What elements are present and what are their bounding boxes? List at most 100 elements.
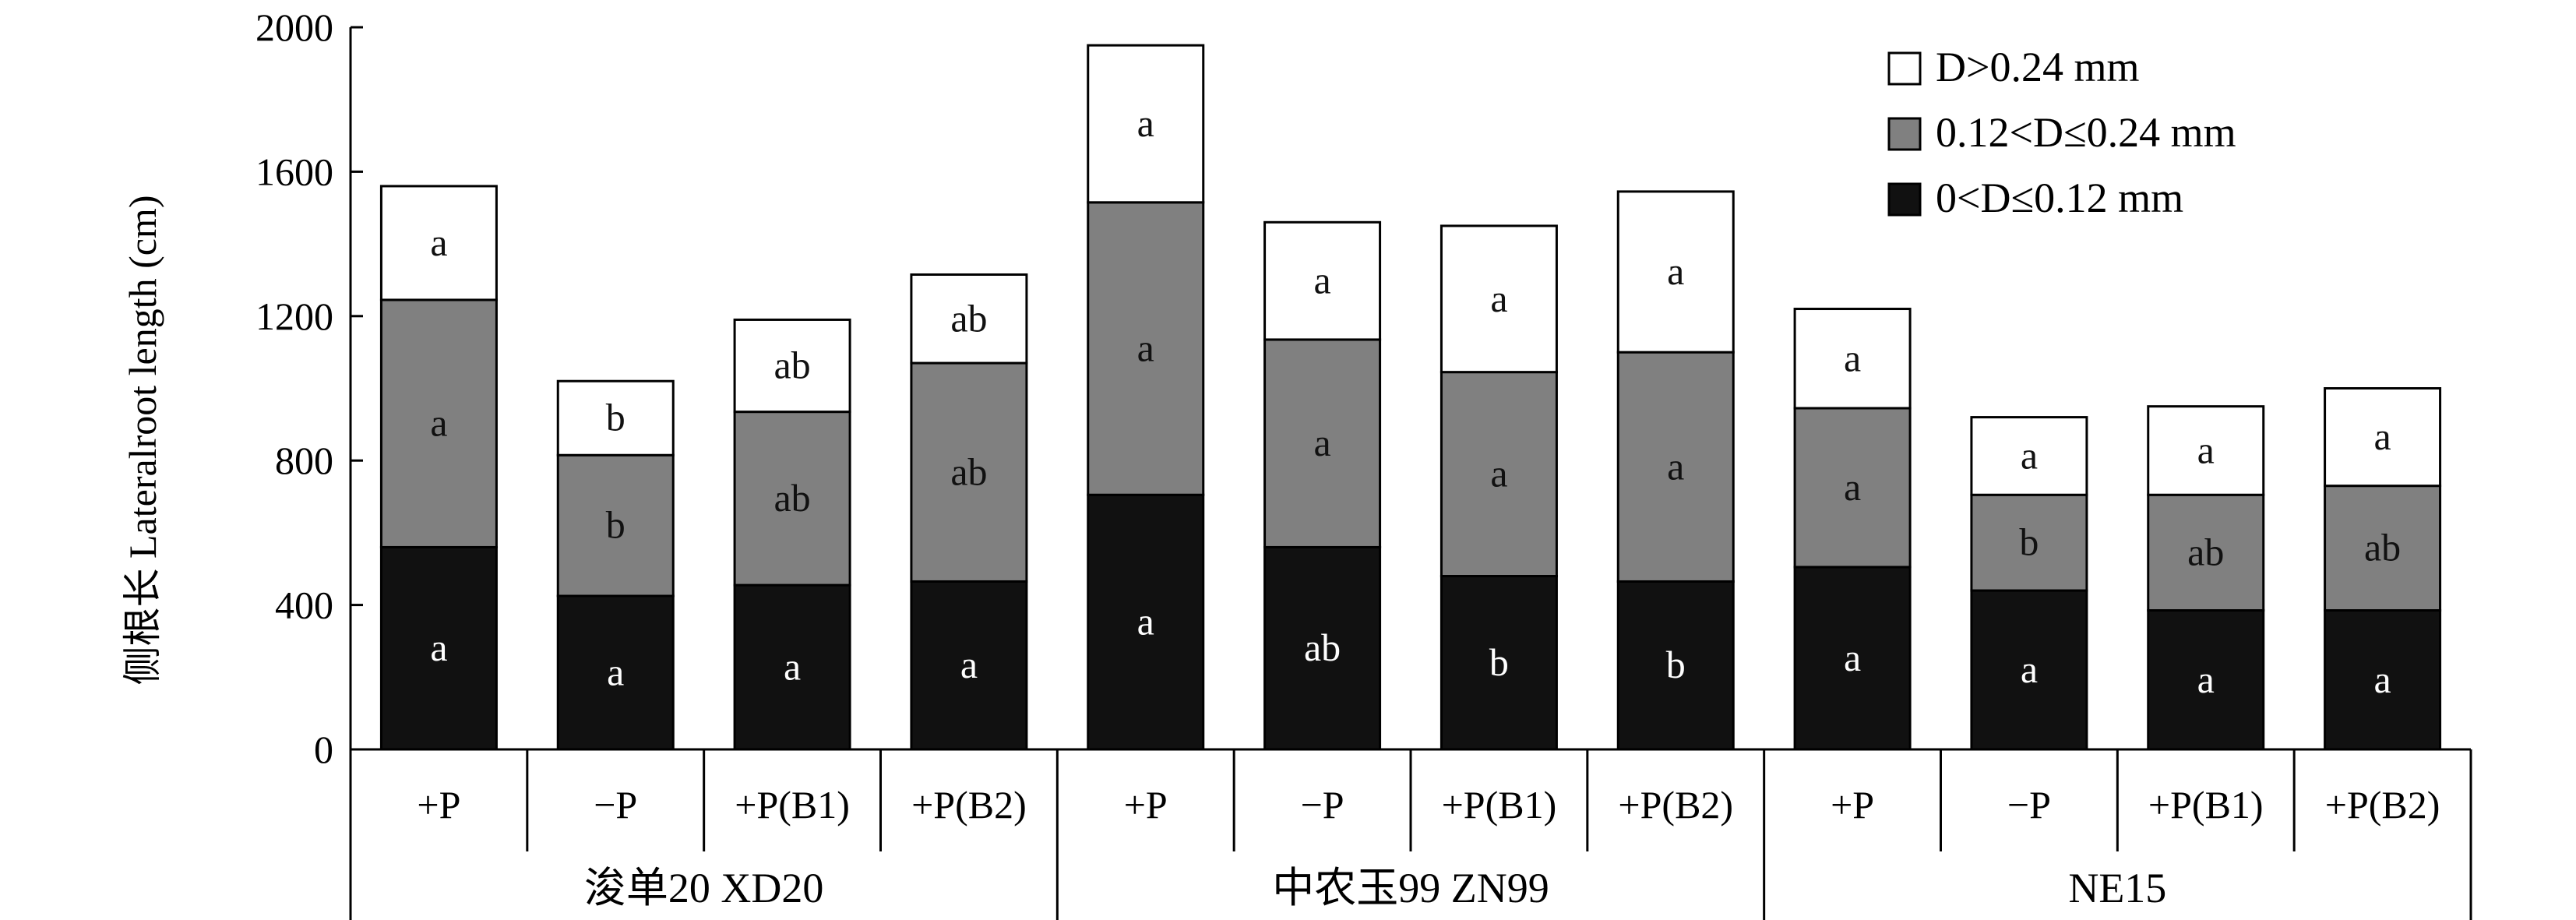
bar-segment bbox=[910, 273, 1028, 365]
x-category-label: −P bbox=[1301, 783, 1344, 827]
bar-segment-label: a bbox=[1844, 636, 1861, 679]
y-tick-label: 2000 bbox=[255, 5, 333, 49]
bar-segment bbox=[2324, 387, 2442, 488]
bar-segment bbox=[2324, 609, 2442, 751]
bar-segment-label: a bbox=[1844, 465, 1861, 509]
bar-segment bbox=[2324, 485, 2442, 612]
legend: D>0.24 mm 0.12<D≤0.24 mm 0<D≤0.12 mm bbox=[1887, 44, 2236, 221]
bar-segment bbox=[910, 361, 1028, 583]
legend-swatch bbox=[1887, 182, 1922, 217]
bar-segment-label: a bbox=[1137, 600, 1154, 643]
x-group-label: 浚单20 XD20 bbox=[584, 865, 824, 911]
bar-segment-label: a bbox=[1490, 452, 1507, 495]
bar-segment-label: a bbox=[430, 401, 447, 445]
y-tick-label: 1600 bbox=[255, 150, 333, 193]
bar-segment bbox=[1087, 201, 1205, 496]
bar-segment-label: ab bbox=[2364, 526, 2401, 569]
x-category-label: +P(B2) bbox=[2325, 783, 2440, 827]
x-category-label: +P bbox=[1124, 783, 1168, 827]
bar-segment-label: a bbox=[1667, 249, 1684, 293]
bar-segment-label: a bbox=[2197, 428, 2215, 471]
bar-segment-label: ab bbox=[1304, 626, 1341, 669]
x-category-label: +P(B2) bbox=[911, 783, 1027, 827]
bar-segment bbox=[379, 298, 498, 548]
bar-segment bbox=[1087, 44, 1205, 204]
bar-segment-label: a bbox=[1667, 444, 1684, 488]
bar-segment bbox=[379, 185, 498, 301]
bar-segment-label: a bbox=[607, 650, 624, 694]
axes: 0 400 800 1200 1600 2000 +P −P +P(B1) +P(B2) 浚单20 … bbox=[255, 5, 2472, 920]
bar-segment-label: a bbox=[430, 220, 447, 264]
legend-label: 0<D≤0.12 mm bbox=[1936, 174, 2183, 221]
x-category-label: +P bbox=[1831, 783, 1874, 827]
bar-segment-label: a bbox=[1313, 259, 1330, 302]
bar-segment-label: a bbox=[2197, 657, 2215, 701]
x-category-label: +P(B1) bbox=[735, 783, 850, 827]
bar-segment bbox=[733, 583, 851, 751]
bar-segment-label: a bbox=[2021, 647, 2038, 691]
x-category-label: +P(B2) bbox=[1618, 783, 1733, 827]
bar-segment bbox=[1970, 416, 2088, 496]
bar-segment-label: a bbox=[2373, 657, 2391, 701]
y-axis-title: 侧根长 Lateralroot length (cm) bbox=[121, 196, 164, 686]
bar-segment-label: ab bbox=[950, 296, 987, 340]
bar-segment-label: b bbox=[1489, 640, 1509, 684]
bar-segment bbox=[733, 318, 851, 414]
bar-segment-label: a bbox=[2021, 433, 2038, 477]
bar-segment bbox=[379, 545, 498, 751]
bar-segment bbox=[1087, 493, 1205, 751]
y-tick-label: 0 bbox=[314, 728, 333, 771]
x-category-label: +P bbox=[417, 783, 460, 827]
legend-label: 0.12<D≤0.24 mm bbox=[1936, 109, 2236, 156]
x-category-label: −P bbox=[2007, 783, 2051, 827]
bar-segment bbox=[1263, 220, 1382, 341]
bar-segment-label: ab bbox=[774, 476, 810, 520]
legend-swatch bbox=[1887, 51, 1922, 86]
bar-segment bbox=[1793, 308, 1912, 410]
x-category-label: +P(B1) bbox=[2148, 783, 2264, 827]
bar-segment-label: a bbox=[1490, 277, 1507, 320]
y-tick-label: 800 bbox=[275, 439, 333, 482]
x-category-label: +P(B1) bbox=[1442, 783, 1557, 827]
bar-segment bbox=[2147, 405, 2265, 496]
x-group-label: 中农玉99 ZN99 bbox=[1272, 865, 1549, 911]
bar-segment-label: a bbox=[2373, 414, 2391, 458]
legend-swatch bbox=[1887, 117, 1922, 151]
bar-segment-label: b bbox=[606, 396, 625, 439]
bar-segment bbox=[733, 411, 851, 587]
bar-segment-label: a bbox=[784, 645, 801, 689]
x-group-label: NE15 bbox=[2068, 865, 2166, 911]
bar-segment bbox=[1440, 224, 1558, 374]
bar-segment bbox=[1970, 493, 2088, 592]
bar-segment-label: ab bbox=[950, 449, 987, 493]
y-tick-label: 400 bbox=[275, 583, 333, 627]
legend-label: D>0.24 mm bbox=[1936, 44, 2139, 90]
bar-segment bbox=[1616, 580, 1735, 751]
bar-segment-label: a bbox=[1844, 336, 1861, 379]
bar-segment-label: ab bbox=[2187, 530, 2224, 573]
x-category-label: −P bbox=[594, 783, 637, 827]
y-tick-label: 1200 bbox=[255, 294, 333, 338]
bar-segment-label: ab bbox=[774, 344, 810, 387]
bar-segment bbox=[1440, 575, 1558, 751]
bar-segment bbox=[556, 594, 675, 751]
bars bbox=[379, 44, 2442, 751]
bar-segment-label: a bbox=[1137, 101, 1154, 145]
bar-segment bbox=[1263, 545, 1382, 751]
bar-segment-label: a bbox=[1137, 326, 1154, 370]
bar-segment bbox=[1263, 338, 1382, 548]
bar-segment bbox=[556, 453, 675, 597]
bar-segment bbox=[1616, 190, 1735, 354]
bar-segment bbox=[1793, 407, 1912, 569]
bar-segment-label: b bbox=[606, 503, 625, 547]
bar-segment bbox=[556, 379, 675, 456]
bar-segment-label: b bbox=[2019, 520, 2039, 564]
bar-segment-label: a bbox=[1313, 421, 1330, 464]
segment-labels: aaaabbaababaababaaaabaabaabaaaaaabaaabaa… bbox=[430, 101, 2401, 701]
bar-segment-label: a bbox=[430, 626, 447, 669]
bar-segment bbox=[1616, 351, 1735, 583]
bar-segment-label: a bbox=[960, 643, 978, 686]
bar-segment-label: b bbox=[1666, 643, 1686, 686]
bar-segment bbox=[1440, 371, 1558, 578]
